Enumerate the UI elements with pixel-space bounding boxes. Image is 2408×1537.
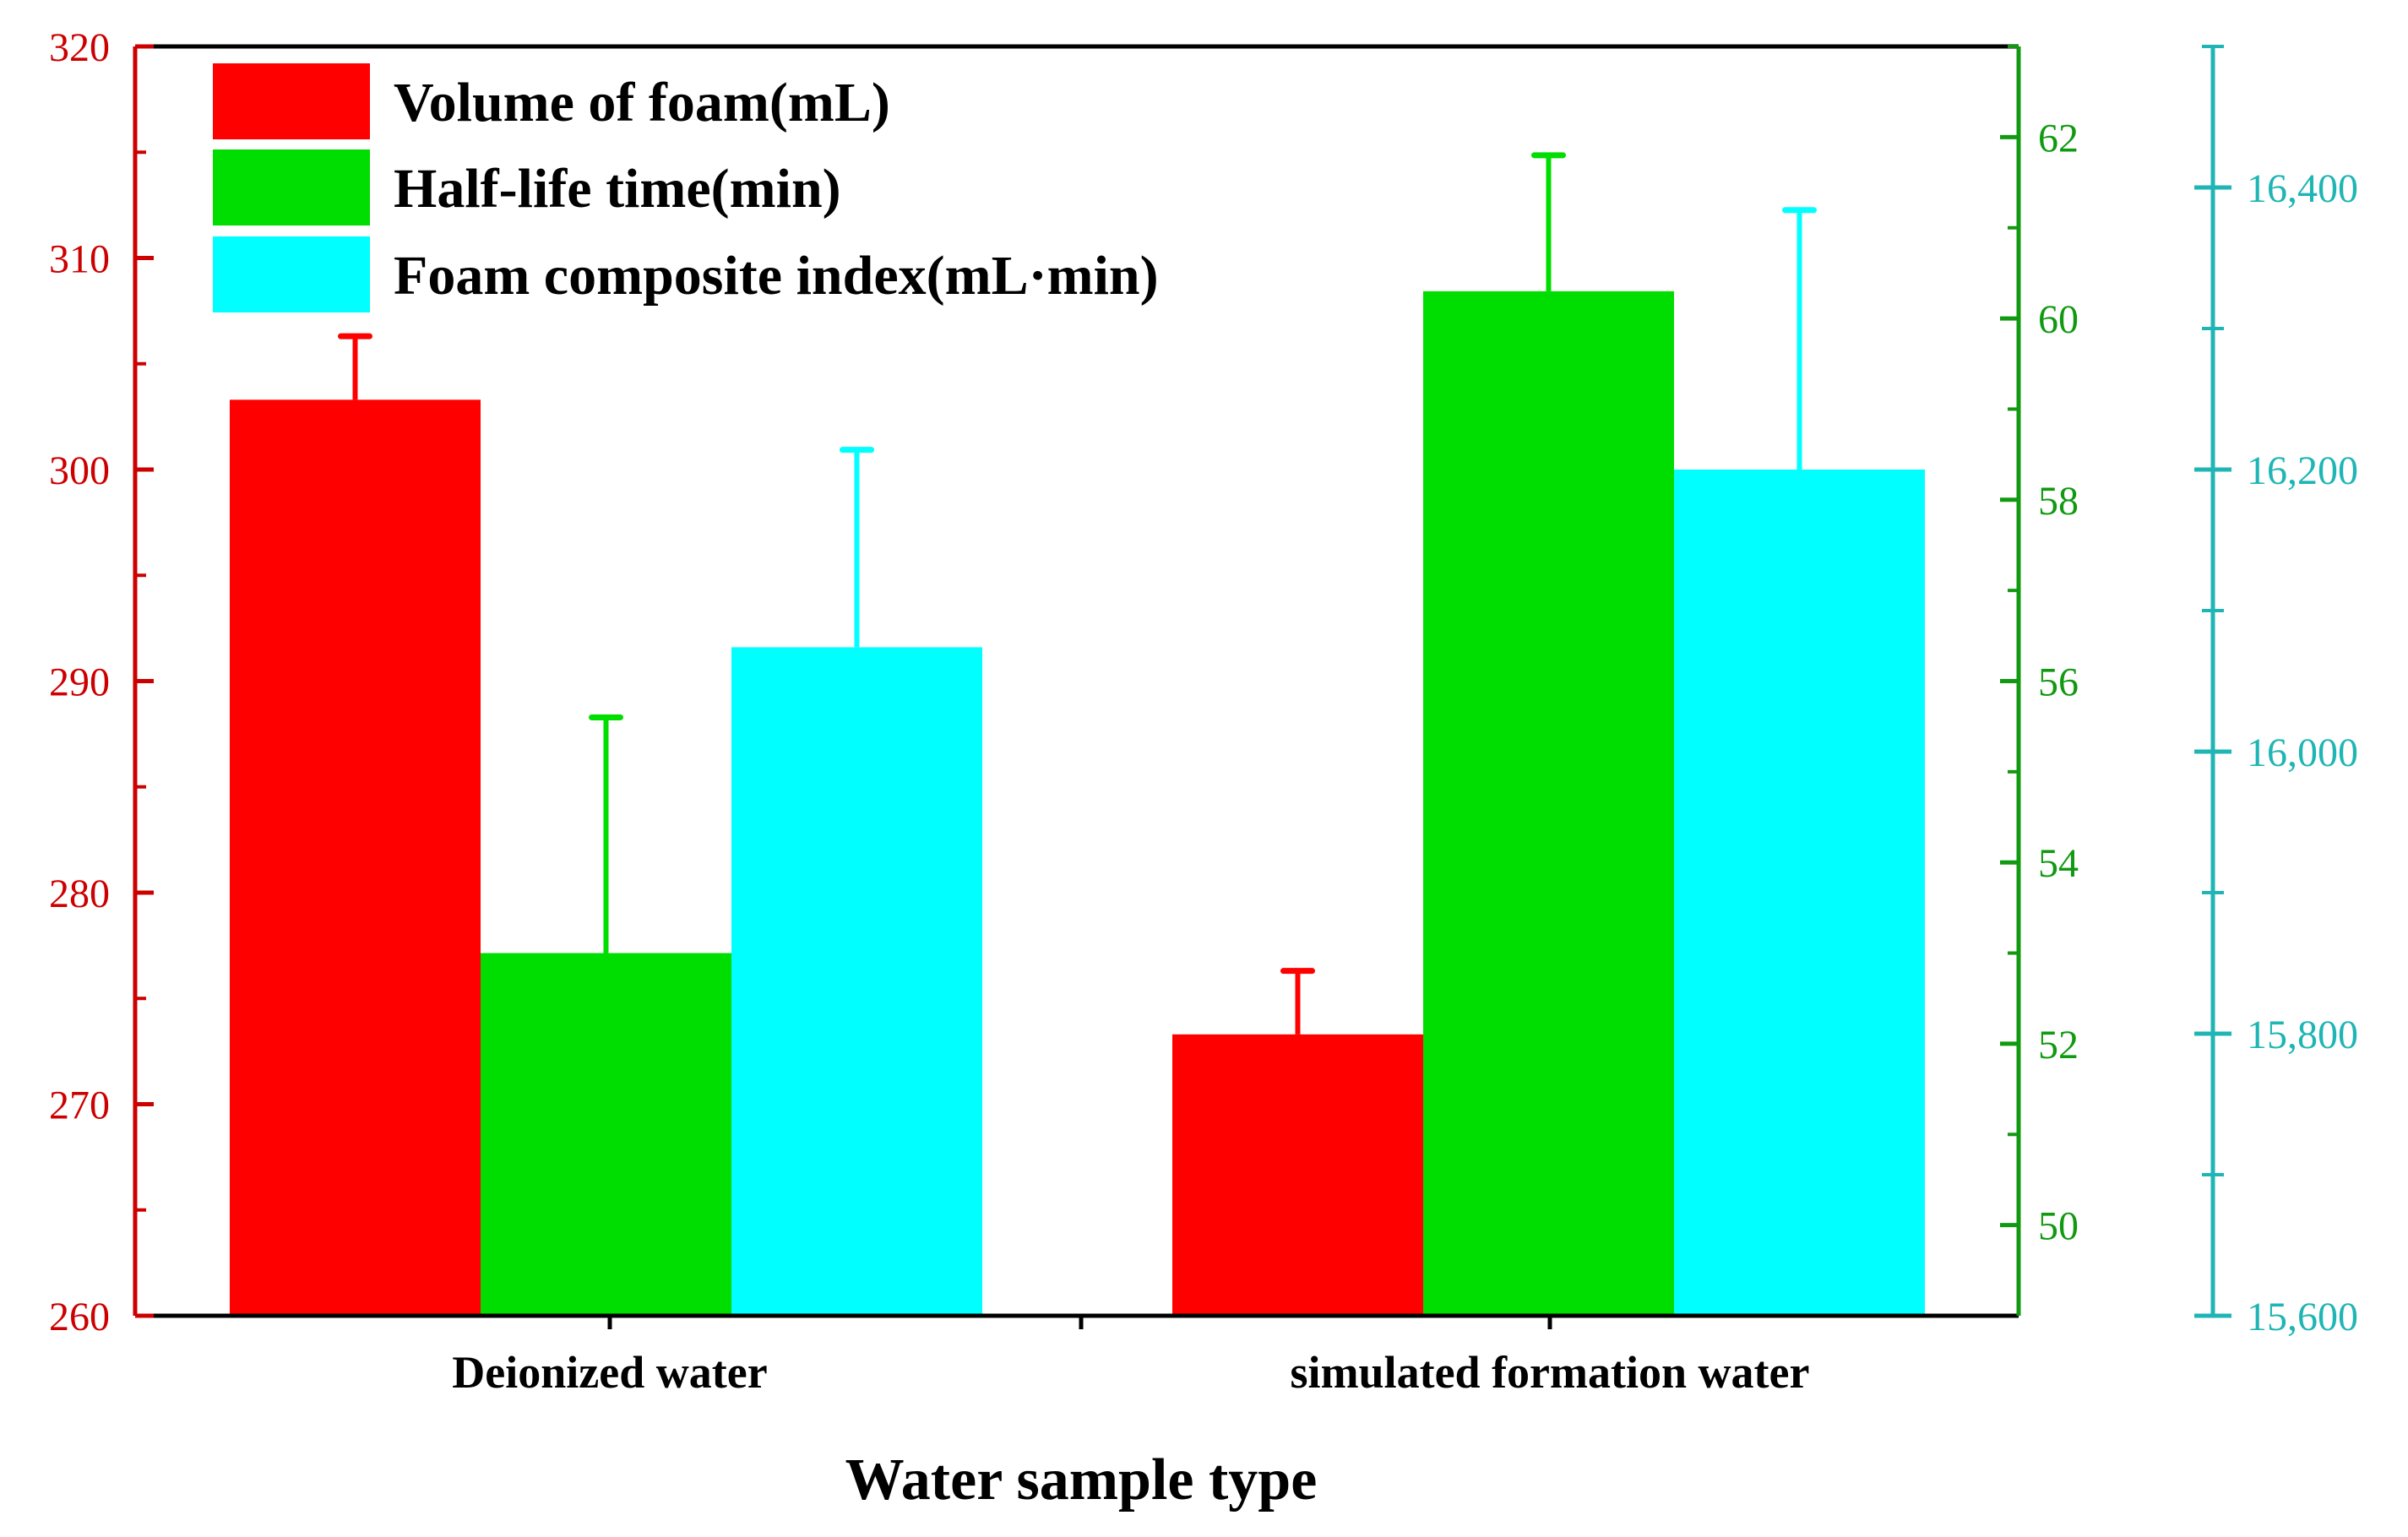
legend-swatch-1: [213, 63, 370, 139]
left-tick-label-2: 270: [49, 1084, 110, 1128]
legend: Volume of foam(mL) Half-life time(min) Foa…: [213, 63, 1159, 312]
right1-tick-label-3: 54: [2038, 841, 2079, 886]
left-tick-label-4: 290: [49, 660, 110, 705]
left-tick-label-6: 310: [49, 237, 110, 282]
bar-2-2: [1423, 291, 1674, 1317]
right1-tick-label-4: 56: [2038, 660, 2079, 705]
right2-tick-label-2: 15,800: [2247, 1013, 2358, 1057]
x-tick-label-2: simulated formation water: [1291, 1347, 1810, 1398]
left-tick-label-5: 300: [49, 448, 110, 493]
right1-tick-label-5: 58: [2038, 479, 2079, 524]
left-tick-label-3: 280: [49, 872, 110, 916]
right1-tick-label-6: 60: [2038, 297, 2079, 342]
left-tick-label-1: 260: [49, 1295, 110, 1339]
legend-swatch-2: [213, 149, 370, 225]
legend-label-1: Volume of foam(mL): [394, 72, 890, 133]
bar-1-1: [230, 399, 481, 1317]
right2-tick-label-3: 16,000: [2247, 730, 2358, 775]
right1-tick-label-2: 52: [2038, 1023, 2079, 1067]
bar-3-1: [731, 647, 982, 1316]
legend-label-2: Half-life time(min): [394, 158, 841, 220]
bar-2-1: [481, 953, 731, 1316]
x-tick-label-1: Deionized water: [452, 1347, 767, 1398]
right2-tick-label-1: 15,600: [2247, 1295, 2358, 1339]
legend-swatch-3: [213, 236, 370, 312]
right2-tick-label-4: 16,200: [2247, 448, 2358, 493]
x-axis-label: Water sample type: [845, 1447, 1318, 1513]
legend-label-3: Foam composite index(mL·min): [394, 245, 1159, 307]
right1-tick-label-7: 62: [2038, 116, 2079, 160]
bar-1-2: [1172, 1034, 1423, 1316]
left-tick-label-7: 320: [49, 25, 110, 70]
right2-tick-label-5: 16,400: [2247, 166, 2358, 211]
bar-3-2: [1674, 470, 1925, 1316]
right1-tick-label-1: 50: [2038, 1204, 2079, 1249]
